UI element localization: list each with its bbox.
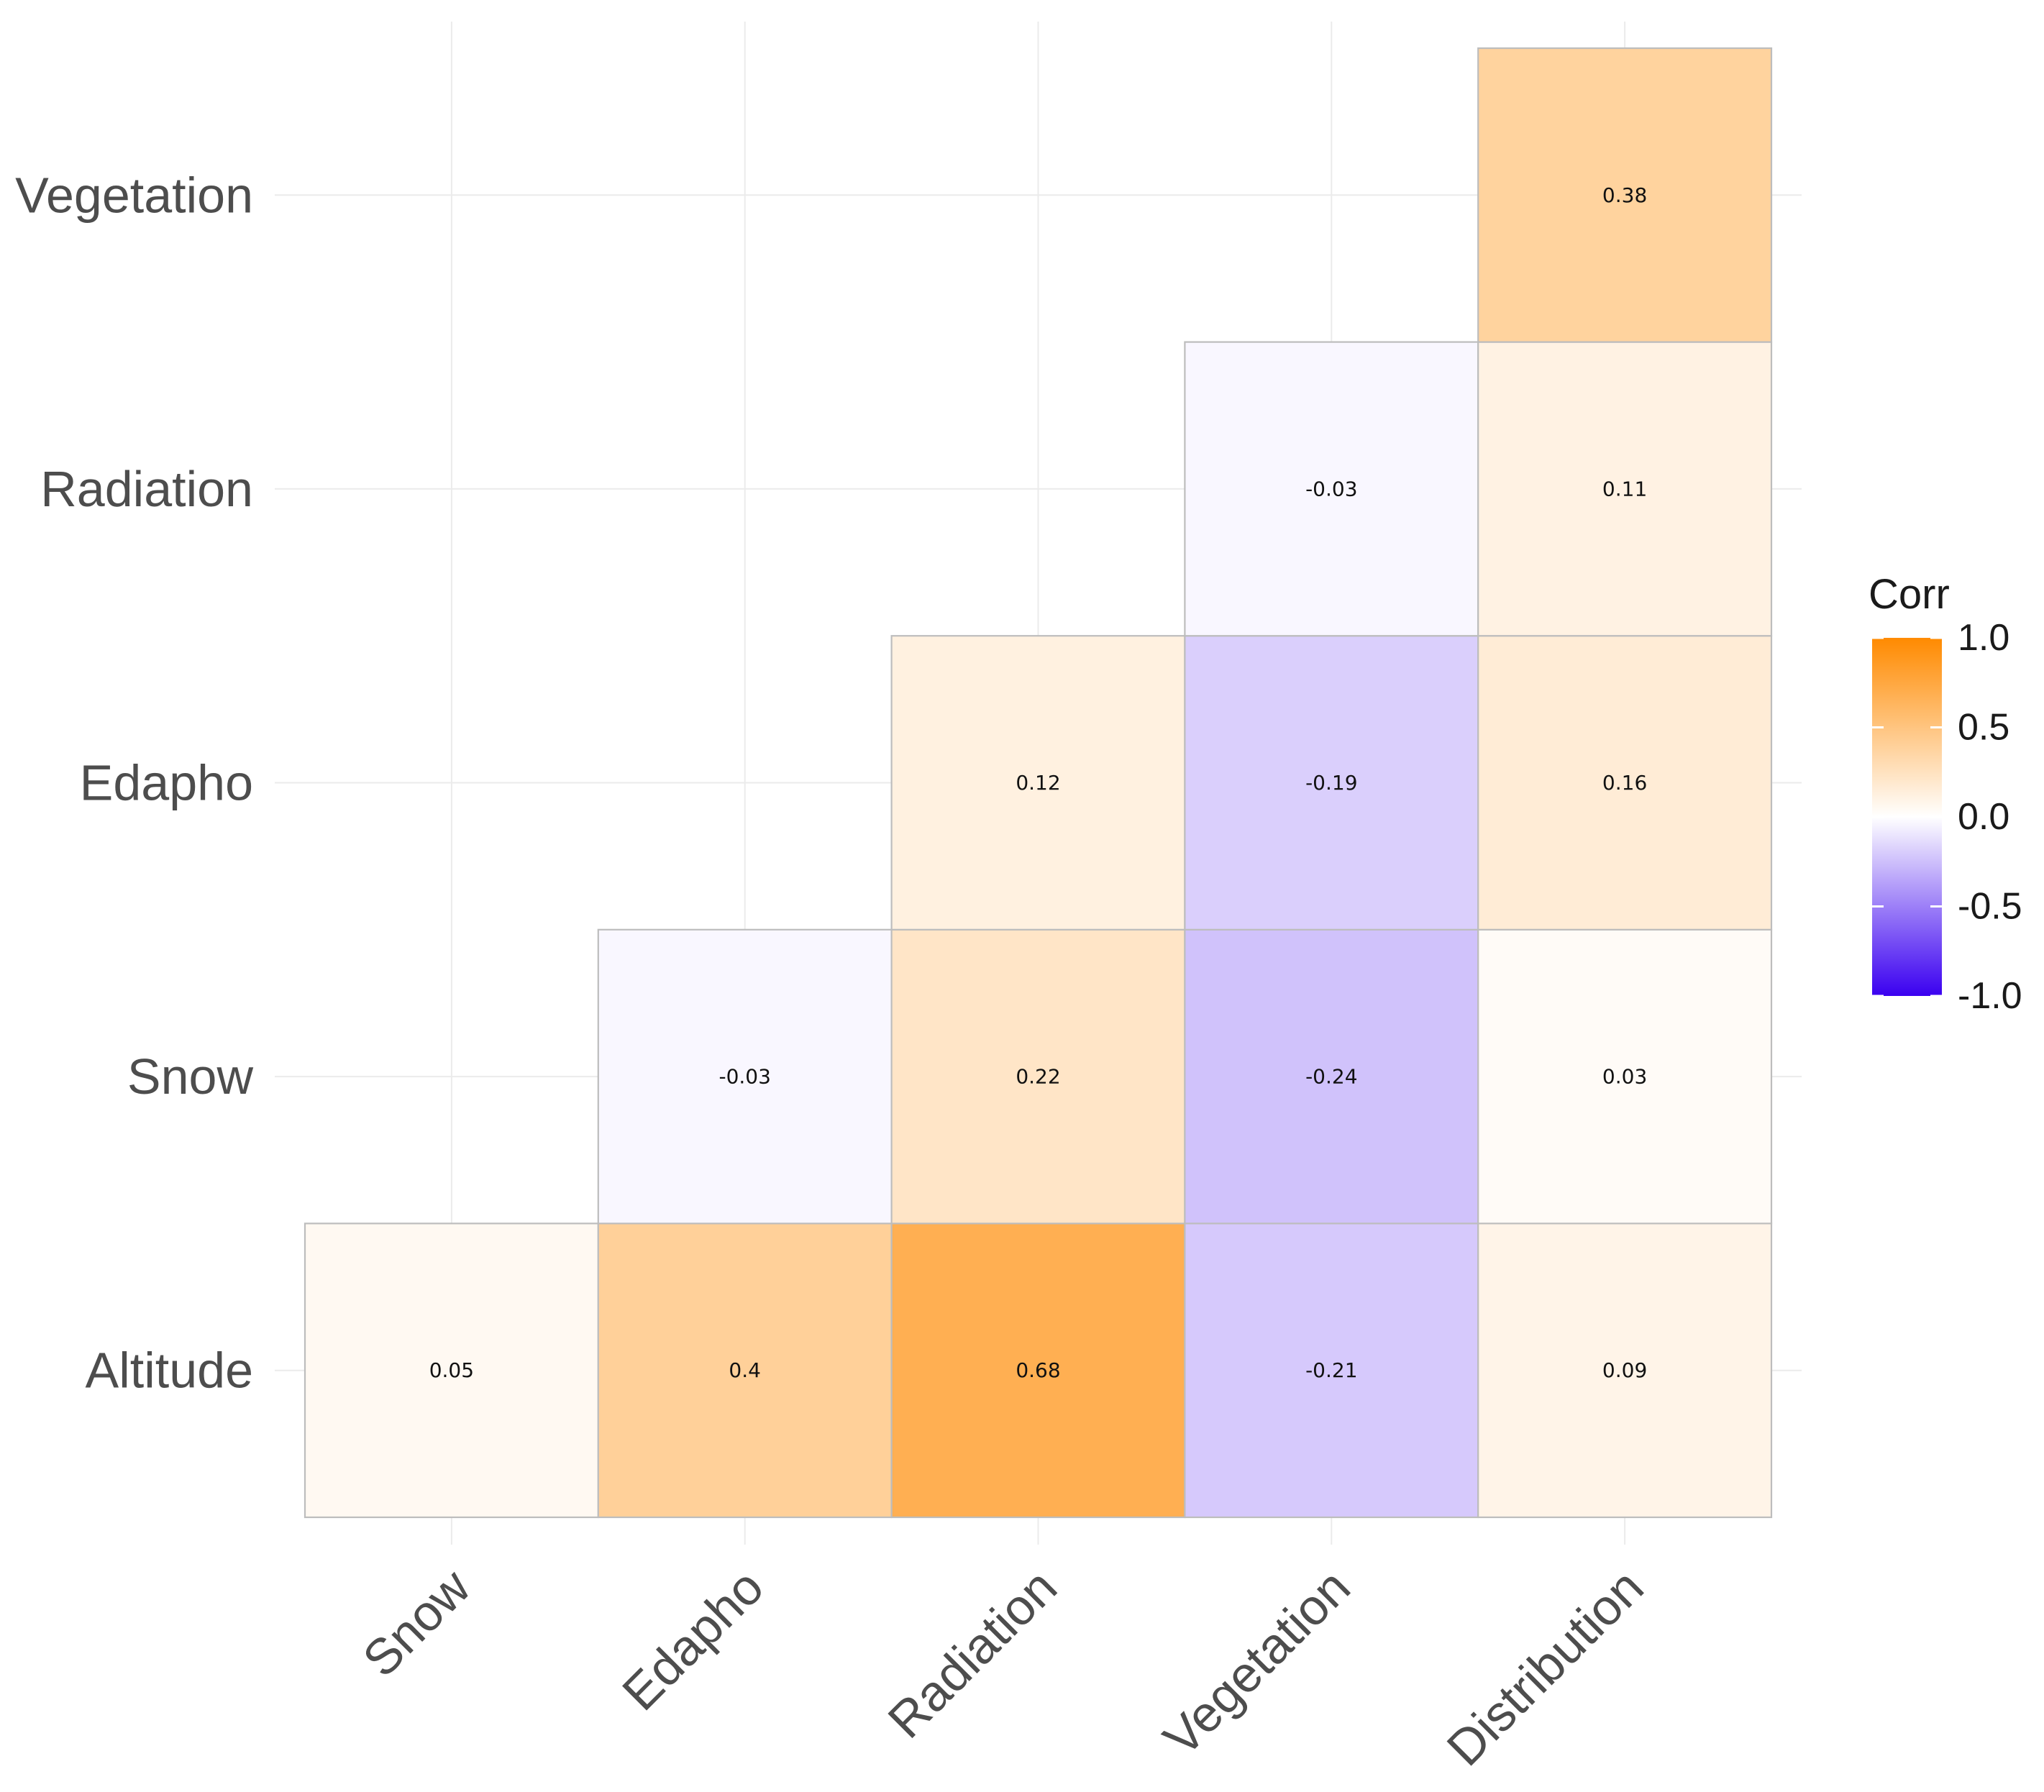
x-label-edapho: Edapho	[611, 1558, 774, 1721]
heatmap-cell-radiation-snow	[890, 928, 1186, 1225]
cell-value-snow-altitude: 0.05	[429, 1358, 474, 1382]
cell-value-radiation-snow: 0.22	[1016, 1065, 1060, 1089]
y-label-radiation: Radiation	[40, 461, 253, 517]
legend-tick-label: 1.0	[1958, 617, 2009, 659]
cell-value-labels: 0.05 0.4 0.68 -0.21 0.09 -0.03 0.22 -0.24 0.03 0.…	[429, 183, 1648, 1382]
x-label-vegetation: Vegetation	[1153, 1558, 1361, 1766]
cell-value-vegetation-radiation: -0.03	[1305, 477, 1357, 500]
heatmap-cell-vegetation-snow	[1184, 928, 1479, 1225]
heatmap-cell-distribution-snow	[1477, 928, 1773, 1225]
heatmap-cell-vegetation-altitude	[1184, 1222, 1479, 1519]
heatmap-cell-vegetation-edapho	[1184, 635, 1479, 931]
cell-value-distribution-snow: 0.03	[1602, 1065, 1647, 1089]
heatmap-cell-distribution-edapho	[1477, 635, 1773, 931]
cell-value-radiation-altitude: 0.68	[1016, 1358, 1060, 1382]
cell-value-distribution-vegetation: 0.38	[1602, 183, 1647, 207]
heatmap-cell-distribution-vegetation	[1477, 47, 1773, 343]
legend-title: Corr	[1869, 571, 1950, 618]
cell-value-distribution-radiation: 0.11	[1602, 477, 1647, 500]
legend-tick-label: 0.5	[1958, 707, 2009, 749]
cell-value-distribution-altitude: 0.09	[1602, 1358, 1647, 1382]
legend-tick-label: -1.0	[1958, 975, 2022, 1017]
legend-ticks: 1.0 0.5 0.0 -0.5 -1.0	[1872, 617, 2022, 1017]
cell-value-vegetation-altitude: -0.21	[1305, 1358, 1357, 1382]
x-axis-labels: Snow Edapho Radiation Vegetation Distributio…	[352, 1558, 1654, 1776]
legend-tick-label: 0.0	[1958, 796, 2009, 838]
y-label-edapho: Edapho	[80, 755, 253, 811]
y-label-altitude: Altitude	[86, 1343, 253, 1399]
color-legend: Corr 1.0 0.5 0.0 -0.5 -1.0	[1869, 571, 2022, 1017]
heatmap-cells	[304, 47, 1773, 1519]
cell-value-vegetation-edapho: -0.19	[1305, 771, 1357, 795]
cell-value-radiation-edapho: 0.12	[1016, 771, 1060, 795]
x-label-snow: Snow	[352, 1558, 481, 1687]
heatmap-cell-edapho-snow	[597, 928, 893, 1225]
legend-tick-label: -0.5	[1958, 886, 2022, 928]
heatmap-cell-radiation-edapho	[890, 635, 1186, 931]
y-axis-labels: Altitude Snow Edapho Radiation Vegetation	[15, 167, 253, 1398]
heatmap-cell-vegetation-radiation	[1184, 341, 1479, 637]
heatmap-cell-distribution-altitude	[1477, 1222, 1773, 1519]
heatmap-cell-radiation-altitude	[890, 1222, 1186, 1519]
heatmap-cell-snow-altitude	[304, 1222, 599, 1519]
x-label-radiation: Radiation	[877, 1558, 1067, 1748]
cell-value-distribution-edapho: 0.16	[1602, 771, 1647, 795]
y-label-vegetation: Vegetation	[15, 167, 253, 223]
cell-value-vegetation-snow: -0.24	[1305, 1065, 1357, 1089]
legend-colorbar	[1872, 638, 1942, 996]
x-label-distribution: Distribution	[1436, 1558, 1654, 1776]
heatmap-cell-edapho-altitude	[597, 1222, 893, 1519]
cell-value-edapho-altitude: 0.4	[729, 1358, 761, 1382]
cell-value-edapho-snow: -0.03	[718, 1065, 770, 1089]
y-label-snow: Snow	[127, 1048, 254, 1105]
